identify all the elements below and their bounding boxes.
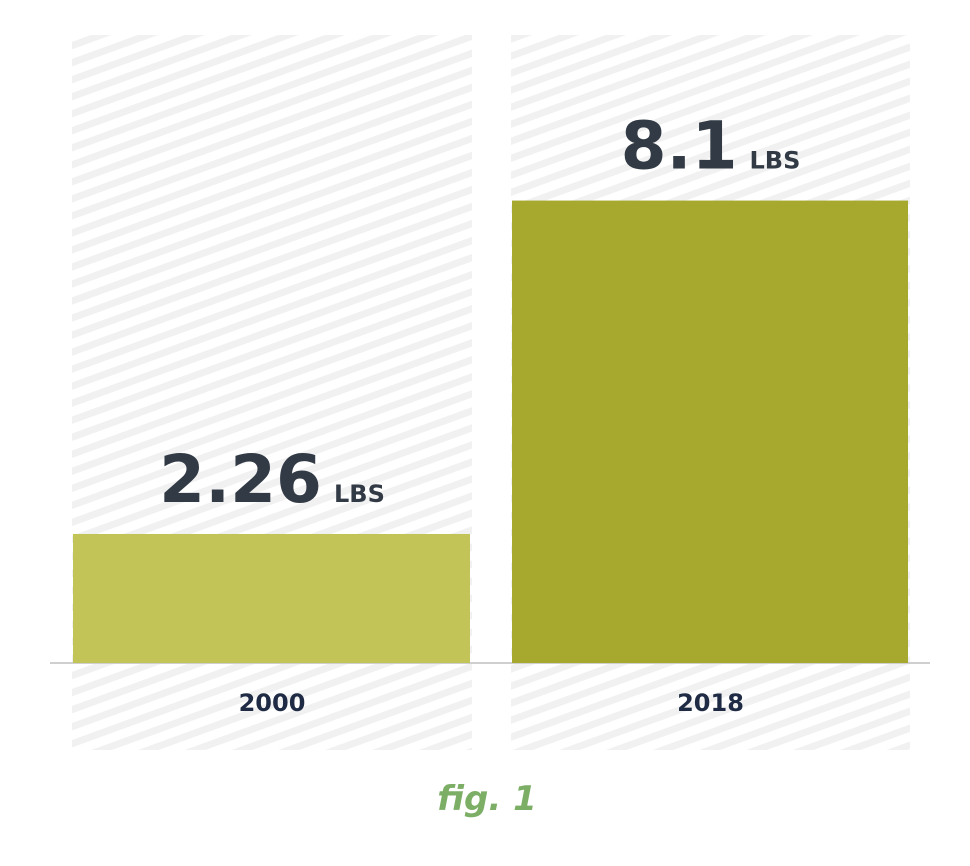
- bar: [512, 200, 908, 663]
- x-tick-label: 2018: [677, 689, 744, 717]
- x-tick-label: 2000: [239, 689, 306, 717]
- value-label: 2.26 LBS: [159, 441, 385, 518]
- value-unit: LBS: [750, 147, 801, 175]
- caption: fig. 1: [437, 779, 537, 819]
- value-unit: LBS: [334, 480, 385, 508]
- value-label: 8.1 LBS: [621, 108, 801, 185]
- bar: [73, 533, 470, 663]
- value-number: 2.26: [159, 441, 322, 518]
- value-number: 8.1: [621, 108, 738, 185]
